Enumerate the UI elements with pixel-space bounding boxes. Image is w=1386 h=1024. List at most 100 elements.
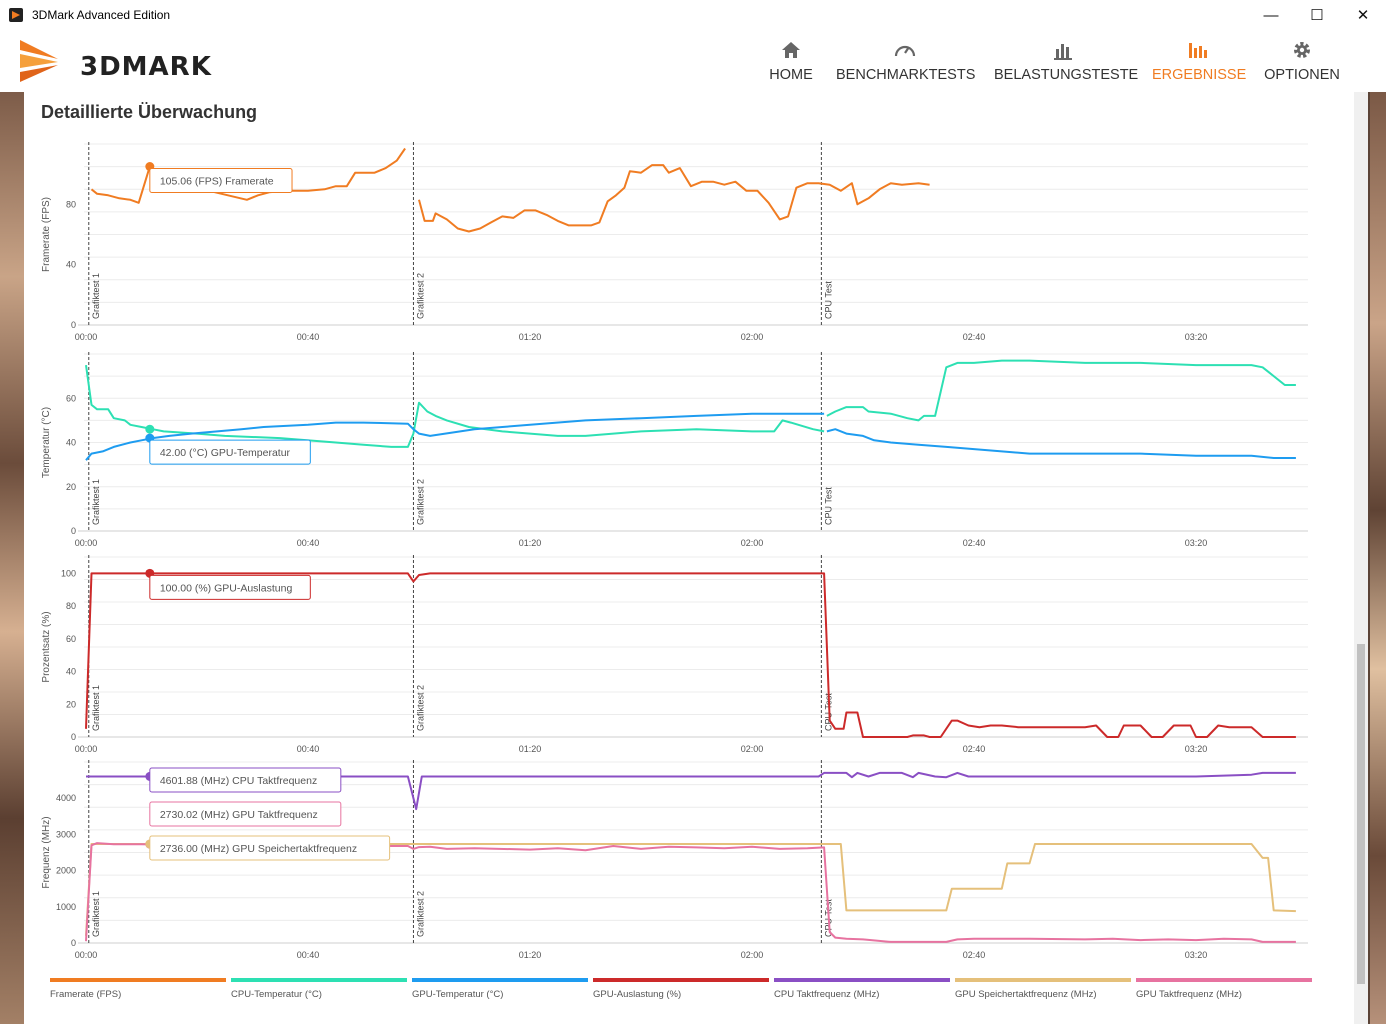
series-line bbox=[85, 364, 825, 448]
chart-legend: Framerate (FPS) CPU-Temperatur (°C) GPU-Te… bbox=[50, 978, 1320, 1008]
series-line bbox=[90, 147, 406, 204]
maximize-button[interactable]: ☐ bbox=[1310, 7, 1324, 24]
x-tick-label: 00:00 bbox=[75, 332, 98, 342]
y-tick-label: 40 bbox=[66, 438, 76, 448]
y-tick-label: 60 bbox=[66, 393, 76, 403]
legend-swatch bbox=[231, 978, 407, 982]
y-tick-label: 40 bbox=[66, 667, 76, 677]
legend-label: GPU-Auslastung (%) bbox=[593, 989, 682, 1000]
minimize-button[interactable]: — bbox=[1263, 6, 1279, 24]
x-tick-label: 01:20 bbox=[519, 538, 542, 548]
y-tick-label: 1000 bbox=[56, 902, 76, 912]
legend-item[interactable]: Framerate (FPS) bbox=[50, 978, 226, 1000]
test-marker-label: Grafiktest 1 bbox=[91, 685, 101, 731]
chart-3: 0 20 40 60 80 100 Prozentsatz (%) 00:00 00:40 01:… bbox=[41, 555, 1308, 754]
y-axis-label: Framerate (FPS) bbox=[41, 197, 52, 272]
series-line bbox=[826, 359, 1296, 422]
tooltip-text: 2736.00 (MHz) GPU Speichertaktfrequenz bbox=[160, 843, 357, 855]
legend-swatch bbox=[1136, 978, 1312, 982]
nav-belastungsteste[interactable]: BELASTUNGSTESTE bbox=[994, 38, 1138, 83]
hover-dot bbox=[145, 424, 155, 434]
legend-item[interactable]: GPU-Temperatur (°C) bbox=[412, 978, 588, 1000]
legend-swatch bbox=[412, 978, 588, 982]
tooltip-box bbox=[149, 767, 342, 793]
logo-mark-icon bbox=[20, 40, 58, 82]
series-line bbox=[418, 164, 930, 233]
x-tick-label: 03:20 bbox=[1185, 950, 1208, 960]
y-tick-label: 60 bbox=[66, 634, 76, 644]
logo-text: 3DMARK bbox=[80, 52, 212, 82]
bar-chart-icon bbox=[1054, 44, 1072, 60]
y-tick-label: 0 bbox=[71, 732, 76, 742]
legend-item[interactable]: CPU Taktfrequenz (MHz) bbox=[774, 978, 950, 1000]
app-header: 3DMARK HOME BENCHMARKTESTS BELASTUNGSTES… bbox=[0, 30, 1386, 92]
test-marker-label: Grafiktest 2 bbox=[415, 685, 425, 731]
gauge-icon bbox=[894, 45, 916, 57]
tooltip-text: 4601.88 (MHz) CPU Taktfrequenz bbox=[160, 775, 317, 787]
test-marker-label: Grafiktest 1 bbox=[91, 891, 101, 937]
y-tick-label: 0 bbox=[71, 320, 76, 330]
series-line bbox=[85, 572, 1296, 738]
x-tick-label: 01:20 bbox=[519, 950, 542, 960]
close-button[interactable]: ✕ bbox=[1356, 7, 1370, 24]
nav-ergebnisse-label: ERGEBNISSE bbox=[1152, 67, 1247, 83]
home-icon bbox=[782, 42, 800, 58]
legend-label: GPU-Temperatur (°C) bbox=[412, 989, 504, 1000]
x-tick-label: 00:00 bbox=[75, 950, 98, 960]
background-right bbox=[1370, 90, 1386, 1024]
y-axis-label: Frequenz (MHz) bbox=[41, 816, 52, 888]
tooltip-text: 42.00 (°C) GPU-Temperatur bbox=[160, 447, 291, 459]
y-tick-label: 0 bbox=[71, 938, 76, 948]
results-panel: Detaillierte Überwachung 0 40 80 Framerate … bbox=[24, 92, 1368, 1024]
section-title: Detaillierte Überwachung bbox=[41, 102, 258, 122]
x-tick-label: 00:40 bbox=[297, 950, 320, 960]
background-left bbox=[0, 90, 24, 1024]
x-tick-label: 02:40 bbox=[963, 332, 986, 342]
results-icon bbox=[1189, 43, 1207, 58]
x-tick-label: 03:20 bbox=[1185, 538, 1208, 548]
series-line bbox=[826, 428, 1296, 459]
y-axis-label: Temperatur (°C) bbox=[41, 407, 52, 478]
3dmark-logo[interactable]: 3DMARK bbox=[18, 38, 228, 84]
series-line bbox=[85, 412, 825, 461]
test-marker-label: CPU Test bbox=[823, 487, 833, 525]
tooltip-text: 105.06 (FPS) Framerate bbox=[160, 176, 274, 188]
legend-swatch bbox=[50, 978, 226, 982]
x-tick-label: 00:40 bbox=[297, 538, 320, 548]
series-line bbox=[85, 842, 1296, 943]
y-axis-label: Prozentsatz (%) bbox=[41, 611, 52, 682]
nav-ergebnisse[interactable]: ERGEBNISSE bbox=[1152, 38, 1247, 83]
legend-item[interactable]: GPU Taktfrequenz (MHz) bbox=[1136, 978, 1312, 1000]
monitoring-charts: 0 40 80 Framerate (FPS) 00:00 00:40 01:20 02:00… bbox=[41, 142, 1308, 960]
nav-optionen-label: OPTIONEN bbox=[1264, 67, 1340, 83]
tooltip-box bbox=[149, 835, 391, 861]
nav-belastungsteste-label: BELASTUNGSTESTE bbox=[994, 67, 1139, 83]
x-tick-label: 00:00 bbox=[75, 538, 98, 548]
scrollbar-thumb[interactable] bbox=[1357, 644, 1365, 984]
test-marker-label: Grafiktest 1 bbox=[91, 479, 101, 525]
vertical-scrollbar[interactable] bbox=[1354, 92, 1368, 1024]
y-tick-label: 100 bbox=[61, 568, 76, 578]
legend-item[interactable]: GPU-Auslastung (%) bbox=[593, 978, 769, 1000]
legend-item[interactable]: CPU-Temperatur (°C) bbox=[231, 978, 407, 1000]
legend-label: GPU Taktfrequenz (MHz) bbox=[1136, 989, 1242, 1000]
window-titlebar: 3DMark Advanced Edition — ☐ ✕ bbox=[0, 0, 1386, 31]
test-marker-label: Grafiktest 2 bbox=[415, 891, 425, 937]
tooltip-box bbox=[149, 439, 311, 465]
chart-4: 0 1000 2000 3000 4000 Frequenz (MHz) 00:00 00:4… bbox=[41, 760, 1308, 960]
nav-benchmarktests[interactable]: BENCHMARKTESTS bbox=[836, 38, 975, 83]
nav-optionen[interactable]: OPTIONEN bbox=[1262, 38, 1342, 83]
tooltip-box bbox=[149, 168, 293, 194]
nav-home[interactable]: HOME bbox=[758, 38, 824, 83]
y-tick-label: 2000 bbox=[56, 866, 76, 876]
y-tick-label: 0 bbox=[71, 526, 76, 536]
tooltip-text: 100.00 (%) GPU-Auslastung bbox=[160, 582, 293, 594]
y-tick-label: 4000 bbox=[56, 793, 76, 803]
x-tick-label: 02:00 bbox=[741, 950, 764, 960]
legend-item[interactable]: GPU Speichertaktfrequenz (MHz) bbox=[955, 978, 1131, 1000]
tooltip-box bbox=[149, 801, 342, 827]
gear-icon bbox=[1294, 42, 1310, 58]
legend-swatch bbox=[774, 978, 950, 982]
y-tick-label: 3000 bbox=[56, 829, 76, 839]
chart-1: 0 40 80 Framerate (FPS) 00:00 00:40 01:20 02:00… bbox=[41, 142, 1308, 342]
